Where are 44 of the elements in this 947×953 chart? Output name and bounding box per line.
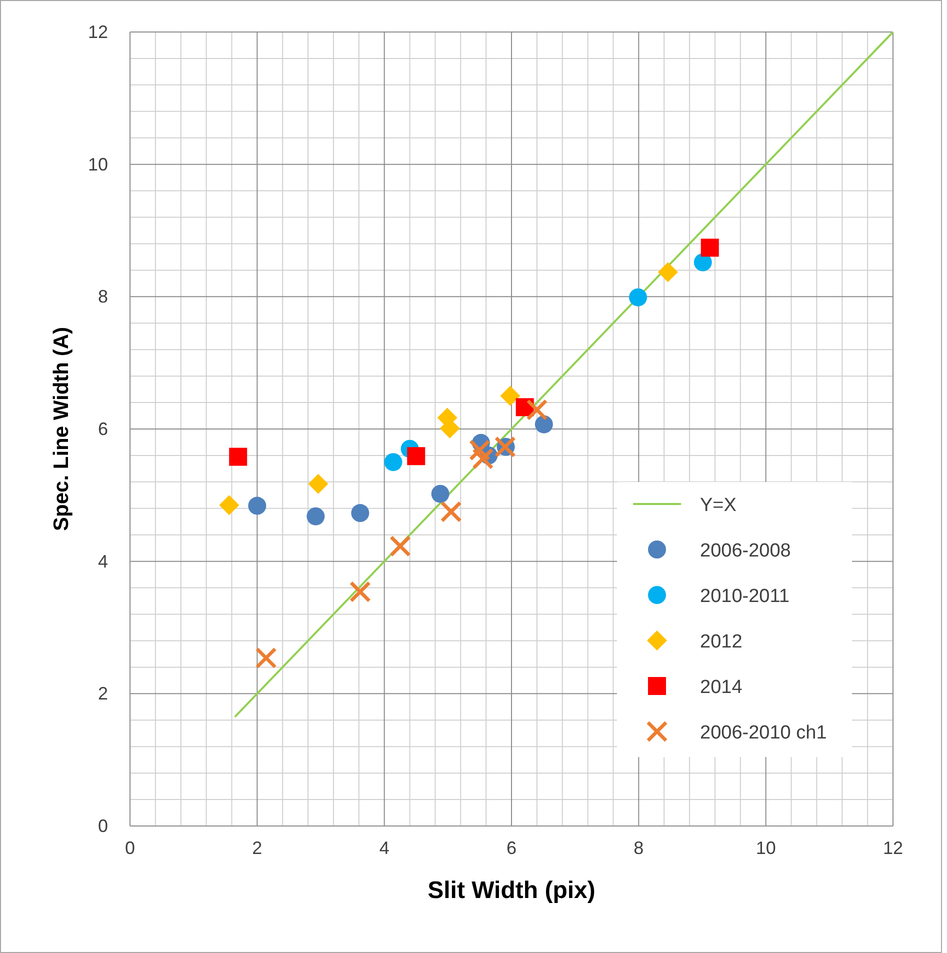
point	[472, 448, 494, 470]
point	[308, 474, 328, 494]
point	[431, 484, 450, 503]
y-tick-label: 2	[98, 684, 108, 704]
x-tick-label: 8	[634, 838, 644, 858]
legend-label: Y=X	[700, 495, 737, 516]
x-tick-label: 2	[252, 838, 262, 858]
y-tick-label: 6	[98, 419, 108, 439]
y-tick-label: 10	[88, 154, 108, 174]
x-tick-label: 0	[124, 838, 136, 858]
point	[534, 415, 553, 434]
x-axis-title: Slit Width (pix)	[428, 877, 596, 904]
point	[500, 386, 520, 406]
x-tick-label: 4	[379, 838, 390, 858]
point	[349, 581, 371, 603]
point	[219, 495, 240, 516]
y-tick-label: 8	[98, 286, 108, 307]
point	[407, 447, 426, 466]
legend-label: 2006-2008	[700, 540, 791, 562]
x-tick-label: 6	[506, 838, 517, 858]
point	[351, 504, 370, 522]
x-tick-label: 12	[882, 838, 904, 858]
point	[389, 535, 411, 557]
y-axis-title: Spec. Line Width (A)	[50, 327, 73, 531]
point	[248, 496, 266, 515]
point	[306, 507, 325, 526]
x-tick-label: 10	[756, 838, 776, 858]
point	[694, 253, 712, 272]
legend-label: 2014	[700, 677, 743, 698]
legend-label: 2012	[700, 632, 742, 652]
point	[229, 448, 248, 466]
point	[440, 500, 462, 522]
y-tick-label: 0	[98, 816, 108, 836]
point	[700, 238, 719, 257]
point	[468, 439, 490, 461]
y-tick-label: 4	[98, 551, 108, 572]
legend-label: 2006-2010 ch1	[700, 722, 827, 744]
legend-label: 2010-2011	[700, 586, 790, 607]
point	[658, 262, 678, 282]
y-tick-label: 12	[88, 22, 108, 42]
point	[526, 399, 548, 421]
point	[255, 647, 277, 669]
point	[629, 288, 648, 306]
point	[384, 453, 402, 472]
